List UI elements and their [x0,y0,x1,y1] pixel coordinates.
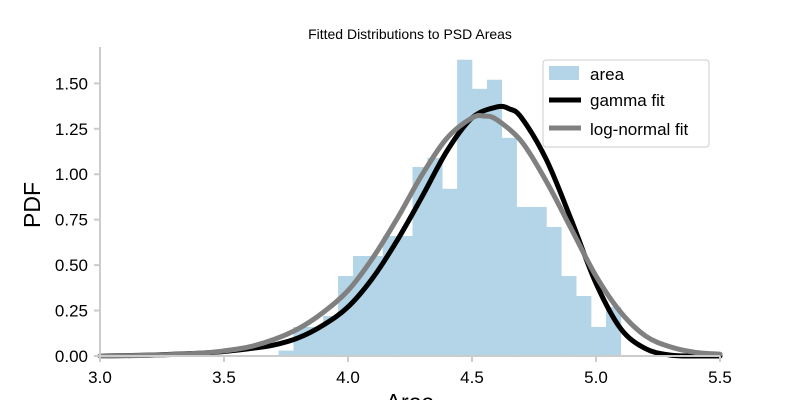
histogram-bar [546,226,562,356]
histogram-bar [278,350,294,356]
y-tick-label: 0.50 [55,256,88,275]
histogram-bar [561,276,577,356]
histogram-bar [531,206,547,356]
histogram-bars [278,59,622,357]
legend-frame [542,59,710,148]
histogram-bar [427,157,443,356]
fit-curves [97,103,723,359]
histogram-bar [397,236,413,356]
x-tick-label: 3.5 [212,368,236,387]
chart-title: Fitted Distributions to PSD Areas [308,26,512,42]
legend-label-gamma: gamma fit [590,91,665,110]
axes: 0.00 0.25 0.50 0.75 1.00 1.25 1.50 3.0 3.5 4.0 4.5… [55,47,732,387]
y-tick-label: 1.25 [55,120,88,139]
legend-label-area: area [590,65,625,84]
legend: area gamma fit log-normal fit [542,59,710,148]
histogram-bar [486,79,503,356]
y-tick-label: 0.00 [55,347,88,366]
histogram-bar [516,206,532,356]
histogram-bar [323,316,339,356]
histogram-bar [501,137,517,356]
y-tick-label: 0.25 [55,302,88,321]
x-axis-title: Area [386,389,435,400]
histogram-bar [472,88,488,357]
y-tick-label: 1.00 [55,165,88,184]
y-tick-label: 0.75 [55,211,88,230]
x-tick-label: 4.0 [336,368,360,387]
legend-swatch-area [549,66,579,80]
x-tick-label: 4.5 [460,368,484,387]
y-tick-label: 1.50 [55,74,88,93]
x-tick-label: 5.0 [584,368,608,387]
histogram-bar [591,326,607,356]
x-tick-label: 3.0 [88,368,112,387]
histogram-bar [412,166,428,356]
histogram-bar [576,296,592,356]
histogram-bar [457,59,473,356]
y-axis-title: PDF [19,182,45,228]
legend-label-lognormal: log-normal fit [590,120,689,139]
lognormal-fit-line [97,113,723,359]
x-tick-label: 5.5 [708,368,732,387]
histogram-bar [442,188,458,356]
histogram-bar [382,236,398,356]
